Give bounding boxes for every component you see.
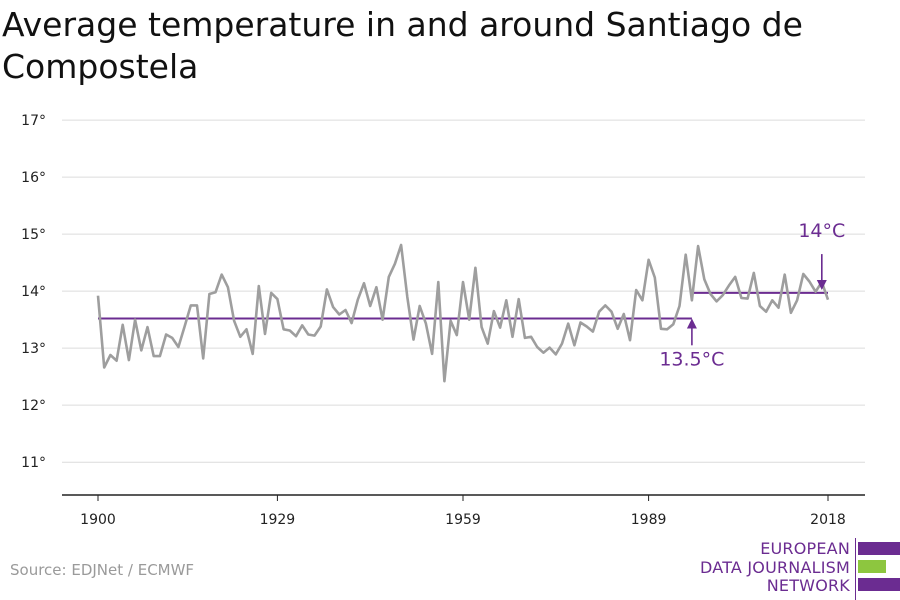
x-tick-label: 1929 [260, 512, 296, 528]
reference-lines [98, 291, 828, 320]
annotation-arrow-head [816, 280, 827, 291]
chart-title: Average temperature in and around Santia… [2, 5, 803, 86]
series-line-temperature [96, 243, 830, 383]
x-tick-label: 2018 [810, 512, 846, 528]
source-note: Source: EDJNet / ECMWF [10, 561, 195, 579]
annotation-label: 13.5°C [659, 348, 724, 370]
y-tick-label: 17° [21, 113, 46, 129]
annotations: 13.5°C 14°C [659, 220, 845, 370]
logo-bar-green [858, 560, 886, 573]
y-tick-label: 12° [21, 398, 46, 414]
y-tick-label: 15° [21, 227, 46, 243]
x-tick-label: 1989 [631, 512, 667, 528]
logo-line-1: EUROPEAN [760, 539, 850, 558]
logo-line-2: DATA JOURNALISM [700, 558, 850, 577]
logo-bar-purple-2 [858, 578, 900, 591]
annotation-arrow-head [686, 318, 697, 329]
logo-bar-purple-1 [858, 542, 900, 555]
x-axis: 1900 1929 1959 1989 2018 [62, 494, 865, 528]
grid-lines [62, 119, 865, 463]
x-tick-label: 1959 [445, 512, 481, 528]
annotation-label: 14°C [798, 220, 845, 242]
y-tick-label: 11° [21, 455, 46, 471]
y-tick-label: 16° [21, 170, 46, 186]
y-tick-label: 13° [21, 341, 46, 357]
x-tick-label: 1900 [80, 512, 116, 528]
y-axis-ticks: 11° 12° 13° 14° 15° 16° 17° [21, 113, 46, 471]
logo-divider [855, 538, 856, 600]
y-tick-label: 14° [21, 284, 46, 300]
edjnet-logo[interactable]: EUROPEAN DATA JOURNALISM NETWORK [700, 538, 900, 600]
line-chart: 11° 12° 13° 14° 15° 16° 17° 1900 1929 1959 1989 20… [21, 113, 865, 528]
series-group [96, 243, 830, 383]
logo-line-3: NETWORK [766, 576, 850, 595]
